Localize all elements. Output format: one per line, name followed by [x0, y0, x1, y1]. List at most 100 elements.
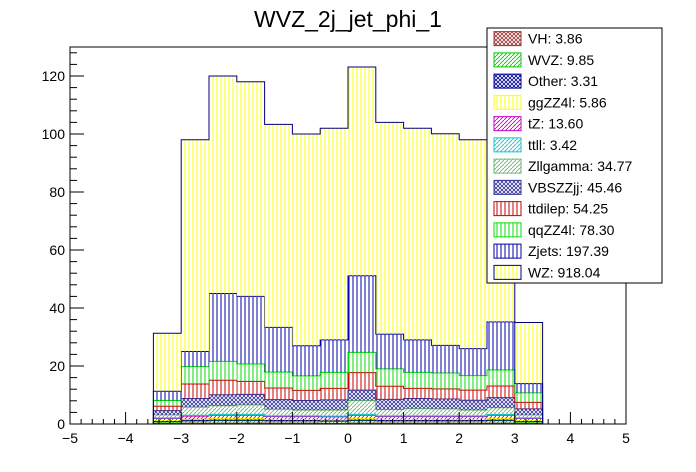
- bar-tz-bin-13: [514, 418, 543, 421]
- bar-qqzz4l-bin-12: [487, 370, 515, 387]
- bar-zjets-bin-5: [292, 345, 321, 376]
- bar-tz-bin-12: [487, 415, 515, 419]
- bar-tz-bin-3: [236, 415, 265, 419]
- bar-zjets-bin-8: [375, 334, 404, 369]
- bar-zjets-bin-9: [403, 339, 432, 373]
- series-ttdilep: [152, 372, 544, 424]
- x-tick-label: 0: [344, 430, 352, 446]
- bar-qqzz4l-bin-13: [514, 392, 543, 403]
- stacked-histogram: [152, 66, 544, 424]
- bar-qqzz4l-bin-3: [236, 363, 265, 382]
- bar-zllgamma-bin-2: [209, 405, 237, 415]
- bar-qqzz4l-bin-7: [348, 352, 376, 373]
- series-wz: [152, 66, 544, 424]
- bar-wvz-bin-11: [459, 421, 487, 424]
- bar-qqzz4l-bin-0: [153, 400, 182, 407]
- bar-qqzz4l-bin-11: [459, 375, 487, 391]
- bar-tz-bin-0: [153, 418, 182, 421]
- bar-wz-bin-0: [153, 333, 182, 392]
- bar-wvz-bin-2: [209, 420, 237, 424]
- bar-ggzz4l-bin-5: [292, 419, 321, 421]
- bar-ttdilep-bin-8: [375, 386, 404, 400]
- bar-tz-bin-10: [431, 416, 460, 420]
- bar-ggzz4l-bin-1: [181, 419, 209, 421]
- bar-ttdilep-bin-11: [459, 390, 487, 401]
- bar-zllgamma-bin-6: [320, 410, 348, 417]
- bar-ggzz4l-bin-9: [403, 419, 432, 421]
- bar-wz-bin-9: [403, 128, 432, 340]
- bar-wvz-bin-5: [292, 421, 321, 424]
- bar-zllgamma-bin-8: [375, 409, 404, 416]
- bar-ggzz4l-bin-6: [320, 419, 348, 421]
- bar-wvz-bin-10: [431, 421, 460, 424]
- bar-ttdilep-bin-12: [487, 386, 515, 398]
- bar-vbszzjj-bin-12: [487, 397, 515, 408]
- bar-vbszzjj-bin-4: [264, 399, 293, 410]
- bar-zjets-bin-13: [514, 383, 543, 393]
- y-axis: 0 20 40 60 80 100 120: [42, 52, 84, 432]
- x-axis: −5 −4 −3 −2 −1 0 1 2 3 4 5: [62, 412, 630, 446]
- legend-label-vh: VH: 3.86: [528, 31, 583, 47]
- bar-ttdilep-bin-6: [320, 388, 348, 400]
- bar-ttdilep-bin-10: [431, 388, 460, 400]
- bar-ggzz4l-bin-7: [348, 418, 376, 420]
- bar-wz-bin-4: [264, 124, 293, 328]
- bar-qqzz4l-bin-5: [292, 375, 321, 391]
- bar-wz-bin-5: [292, 134, 321, 346]
- bar-wz-bin-7: [348, 67, 376, 276]
- legend-swatch-zjets: [493, 243, 522, 259]
- bar-zllgamma-bin-13: [514, 415, 543, 418]
- bar-wvz-bin-8: [375, 421, 404, 424]
- bar-ttdilep-bin-1: [181, 383, 209, 399]
- bar-wvz-bin-13: [514, 421, 543, 424]
- bar-ggzz4l-bin-12: [487, 418, 515, 420]
- bar-tz-bin-4: [264, 416, 293, 420]
- x-tick-label: 2: [455, 430, 463, 446]
- bar-qqzz4l-bin-1: [181, 366, 209, 384]
- bar-ttdilep-bin-7: [348, 372, 376, 391]
- bar-ggzz4l-bin-11: [459, 419, 487, 421]
- bar-ggzz4l-bin-4: [264, 419, 293, 421]
- bar-wz-bin-13: [514, 322, 543, 384]
- bar-ttdilep-bin-3: [236, 381, 265, 395]
- legend-swatch-tz: [493, 116, 522, 132]
- series-tz: [152, 414, 544, 424]
- bar-tz-bin-7: [348, 415, 376, 419]
- bar-qqzz4l-bin-6: [320, 372, 348, 389]
- bar-vbszzjj-bin-3: [236, 394, 265, 405]
- bar-ttdilep-bin-2: [209, 380, 237, 395]
- bar-zjets-bin-10: [431, 345, 460, 373]
- x-tick-label: 4: [567, 430, 575, 446]
- bar-zllgamma-bin-7: [348, 400, 376, 415]
- legend-swatch-vh: [493, 31, 522, 47]
- bar-vbszzjj-bin-8: [375, 399, 404, 410]
- bar-ttdilep-bin-9: [403, 388, 432, 399]
- bar-ttdilep-bin-5: [292, 390, 321, 401]
- bar-tz-bin-5: [292, 416, 321, 420]
- bar-wz-bin-6: [320, 128, 348, 340]
- x-tick-label: −3: [173, 430, 189, 446]
- legend-swatch-ggzz4l: [493, 94, 522, 110]
- bar-vbszzjj-bin-9: [403, 398, 432, 409]
- bar-zllgamma-bin-10: [431, 408, 460, 416]
- y-tick-label: 100: [42, 126, 66, 142]
- bar-zjets-bin-0: [153, 391, 182, 401]
- bar-tz-bin-6: [320, 416, 348, 420]
- bar-vbszzjj-bin-2: [209, 394, 237, 406]
- bar-ggzz4l-bin-3: [236, 418, 265, 420]
- x-tick-label: −4: [118, 430, 134, 446]
- bar-wz-bin-2: [209, 76, 237, 294]
- bar-wvz-bin-7: [348, 420, 376, 424]
- bar-zjets-bin-3: [236, 296, 265, 364]
- bar-wvz-bin-4: [264, 421, 293, 424]
- y-tick-label: 0: [57, 416, 65, 432]
- bar-zllgamma-bin-4: [264, 409, 293, 416]
- y-tick-label: 40: [49, 300, 65, 316]
- bar-zjets-bin-11: [459, 348, 487, 376]
- legend-label-qqzz4l: qqZZ4l: 78.30: [528, 222, 615, 238]
- legend-label-ttll: ttll: 3.42: [528, 137, 577, 153]
- bar-tz-bin-2: [209, 415, 237, 419]
- bar-vbszzjj-bin-1: [181, 398, 209, 408]
- bar-wvz-bin-0: [153, 421, 182, 424]
- bar-wvz-bin-1: [181, 421, 209, 424]
